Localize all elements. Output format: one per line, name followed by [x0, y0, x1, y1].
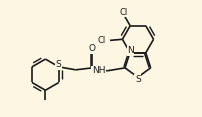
Text: NH: NH — [91, 66, 105, 75]
Text: O: O — [88, 44, 96, 53]
Text: Cl: Cl — [97, 36, 105, 45]
Text: S: S — [134, 75, 140, 84]
Text: S: S — [55, 60, 61, 69]
Text: Cl: Cl — [119, 8, 127, 17]
Text: N: N — [126, 46, 133, 55]
